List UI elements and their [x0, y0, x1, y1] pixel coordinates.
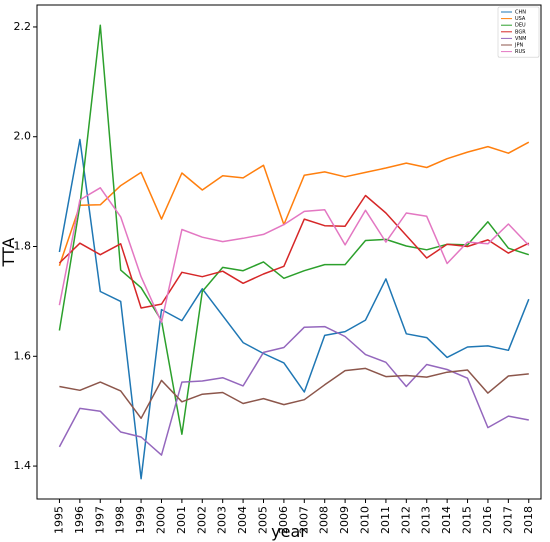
- x-tick-label: 2010: [359, 506, 372, 534]
- legend-label-bgr: BGR: [515, 29, 526, 35]
- x-tick-label: 2016: [481, 506, 494, 534]
- legend-label-jpn: JPN: [514, 43, 523, 49]
- x-tick-label: 2012: [399, 506, 412, 534]
- x-tick-label: 2018: [522, 506, 535, 534]
- x-axis-title: year: [271, 522, 307, 541]
- x-tick-label: 2008: [318, 506, 331, 534]
- x-tick-label: 1999: [134, 506, 147, 534]
- series-line-bgr: [58, 194, 530, 309]
- series-line-usa: [58, 141, 530, 266]
- legend-label-deu: DEU: [515, 23, 526, 29]
- x-tick-label: 1996: [73, 506, 86, 534]
- x-tick-label: 2009: [338, 506, 351, 534]
- series-lines: [58, 24, 530, 480]
- x-tick-label: 2015: [461, 506, 474, 534]
- x-tick-label: 2001: [175, 506, 188, 534]
- y-axis-title: TTA: [0, 237, 18, 267]
- x-tick-label: 2005: [256, 506, 269, 534]
- x-tick-label: 2007: [297, 506, 310, 534]
- y-tick-label: 2.2: [14, 20, 32, 33]
- x-tick-label: 2013: [420, 506, 433, 534]
- series-line-vnm: [58, 325, 529, 456]
- x-tick-label: 2017: [501, 506, 514, 534]
- legend-label-rus: RUS: [515, 49, 525, 55]
- x-tick-label: 2000: [154, 506, 167, 534]
- x-tick-label: 2004: [236, 506, 249, 534]
- y-axis-ticks: 1.4 1.6 1.8 2.0 2.2: [14, 20, 37, 472]
- series-line-chn: [58, 138, 530, 480]
- legend-label-usa: USA: [515, 16, 526, 22]
- x-tick-label: 2003: [216, 506, 229, 534]
- x-tick-label: 1997: [93, 506, 106, 534]
- series-line-rus: [58, 187, 530, 324]
- legend-label-chn: CHN: [515, 10, 526, 16]
- x-tick-label: 2006: [277, 506, 290, 534]
- x-tick-label: 1995: [52, 506, 65, 534]
- x-tick-label: 2011: [379, 506, 392, 534]
- y-tick-label: 2.0: [14, 130, 32, 143]
- y-tick-label: 1.6: [14, 349, 32, 362]
- x-tick-label: 1998: [114, 506, 127, 534]
- y-tick-label: 1.4: [14, 459, 32, 472]
- legend-label-vnm: VNM: [515, 36, 526, 42]
- plot-frame: [36, 4, 542, 500]
- x-tick-label: 2014: [440, 506, 453, 534]
- series-line-jpn: [59, 367, 529, 420]
- x-tick-label: 2002: [195, 506, 208, 534]
- x-axis-ticks: 1995 1996 1997 1998 1999 2000 2001 2002 2003 2004…: [52, 499, 535, 534]
- y-tick-label: 1.8: [14, 240, 32, 253]
